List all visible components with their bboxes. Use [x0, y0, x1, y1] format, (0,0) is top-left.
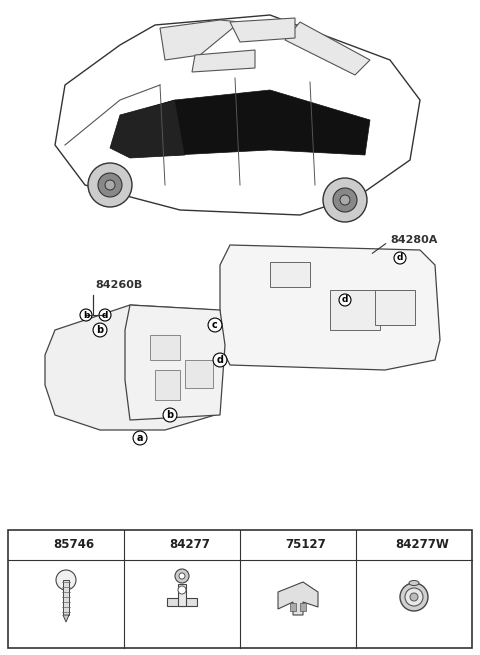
Text: b: b: [167, 410, 174, 420]
Text: 84260B: 84260B: [95, 280, 142, 290]
Bar: [150, 335, 180, 360]
Polygon shape: [220, 245, 440, 370]
Bar: [185, 360, 213, 388]
Circle shape: [88, 163, 132, 207]
Text: a: a: [19, 540, 25, 550]
Text: d: d: [367, 540, 373, 550]
Polygon shape: [45, 305, 215, 430]
Text: c: c: [251, 540, 257, 550]
Circle shape: [323, 178, 367, 222]
Ellipse shape: [409, 580, 419, 586]
Circle shape: [98, 173, 122, 197]
Circle shape: [400, 583, 428, 611]
Polygon shape: [192, 50, 255, 72]
Bar: [330, 290, 380, 330]
Circle shape: [405, 588, 423, 606]
Polygon shape: [285, 22, 370, 75]
Circle shape: [340, 195, 350, 205]
Text: d: d: [342, 295, 348, 305]
Bar: [167, 598, 197, 606]
Bar: [300, 603, 306, 611]
Circle shape: [99, 309, 111, 321]
Text: b: b: [134, 540, 142, 550]
Circle shape: [14, 537, 30, 553]
Circle shape: [179, 573, 185, 579]
Polygon shape: [63, 615, 69, 622]
Circle shape: [394, 252, 406, 264]
Polygon shape: [230, 18, 295, 42]
Text: 75127: 75127: [286, 538, 326, 552]
Bar: [155, 370, 180, 400]
Polygon shape: [278, 582, 318, 615]
Circle shape: [246, 537, 262, 553]
Bar: [290, 603, 296, 611]
Text: c: c: [212, 320, 218, 330]
Text: 84277W: 84277W: [395, 538, 449, 552]
Circle shape: [80, 309, 92, 321]
Circle shape: [175, 569, 189, 583]
Bar: [63, 580, 69, 615]
Text: b: b: [83, 310, 89, 320]
Bar: [178, 584, 186, 606]
Polygon shape: [55, 15, 420, 215]
Circle shape: [178, 586, 186, 594]
Text: 85746: 85746: [53, 538, 95, 552]
Circle shape: [333, 188, 357, 212]
Circle shape: [56, 570, 76, 590]
Circle shape: [410, 593, 418, 601]
Text: d: d: [216, 355, 224, 365]
Circle shape: [339, 294, 351, 306]
Text: d: d: [397, 253, 403, 263]
Circle shape: [130, 537, 146, 553]
Circle shape: [362, 537, 378, 553]
Bar: [375, 290, 415, 325]
Text: 84277: 84277: [169, 538, 210, 552]
Text: d: d: [102, 310, 108, 320]
Text: a: a: [137, 433, 143, 443]
Polygon shape: [120, 90, 370, 155]
Polygon shape: [125, 305, 225, 420]
Polygon shape: [110, 100, 185, 158]
Bar: [8, 530, 472, 648]
Text: 84280A: 84280A: [390, 235, 437, 245]
Text: b: b: [96, 325, 104, 335]
Bar: [270, 262, 310, 287]
Polygon shape: [160, 20, 240, 60]
Circle shape: [105, 180, 115, 190]
